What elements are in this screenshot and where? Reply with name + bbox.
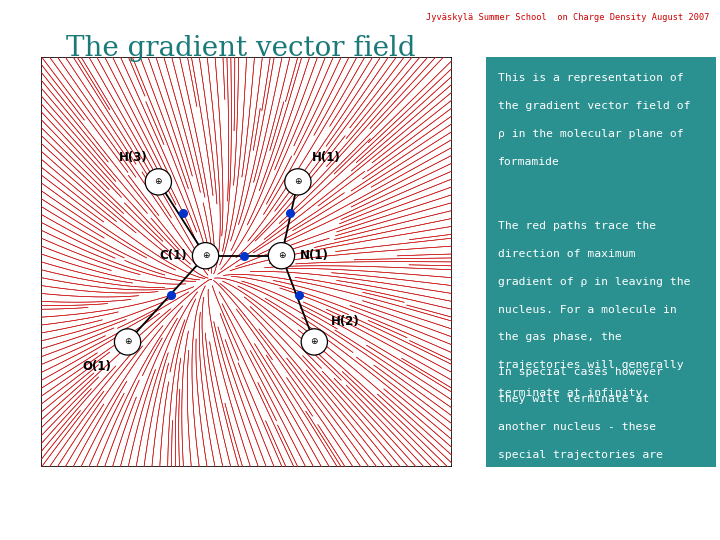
Text: gradient of ρ in leaving the: gradient of ρ in leaving the [498,276,690,287]
Text: nucleus. For a molecule in: nucleus. For a molecule in [498,305,676,315]
Text: the gas phase, the: the gas phase, the [498,333,621,342]
Text: ρ in the molecular plane of: ρ in the molecular plane of [498,129,683,139]
Text: terminate at infinity.: terminate at infinity. [498,388,649,399]
Text: the gradient vector field of: the gradient vector field of [498,101,690,111]
Circle shape [301,329,328,355]
Text: The gradient vector field: The gradient vector field [66,35,416,62]
Text: ⊕: ⊕ [294,177,302,186]
Circle shape [285,168,311,195]
Text: C(1): C(1) [159,249,186,262]
Text: another nucleus - these: another nucleus - these [498,422,656,433]
Text: ⊕: ⊕ [124,338,131,347]
Text: H(3): H(3) [120,151,148,164]
Circle shape [114,329,140,355]
Circle shape [192,242,219,269]
Text: ⊕: ⊕ [155,177,162,186]
Circle shape [145,168,171,195]
Text: ⊕: ⊕ [310,338,318,347]
Text: ⊕: ⊕ [202,251,210,260]
Text: This is a representation of: This is a representation of [498,73,683,83]
Text: The red paths trace the: The red paths trace the [498,221,656,231]
Text: direction of maximum: direction of maximum [498,249,635,259]
Text: H(2): H(2) [330,315,359,328]
Circle shape [269,242,294,269]
Text: known as: known as [498,478,559,488]
Text: formamide: formamide [498,157,559,167]
Text: bond paths: bond paths [603,478,672,488]
Text: special trajectories are: special trajectories are [498,450,662,460]
Text: N(1): N(1) [300,249,329,262]
Text: In special cases however: In special cases however [498,367,662,376]
Text: O(1): O(1) [82,360,112,373]
Text: Jyväskylä Summer School  on Charge Density August 2007: Jyväskylä Summer School on Charge Densit… [426,14,709,23]
Text: they will terminate at: they will terminate at [498,394,649,404]
Text: known as: known as [498,478,559,488]
Text: trajectories will generally: trajectories will generally [498,360,683,370]
Text: ⊕: ⊕ [278,251,285,260]
Text: H(1): H(1) [312,151,341,164]
